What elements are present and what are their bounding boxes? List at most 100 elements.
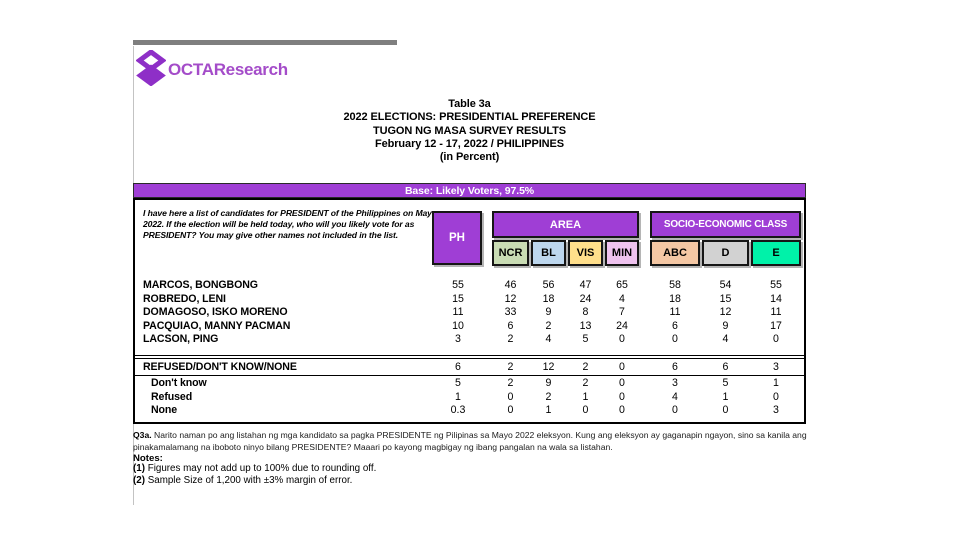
value-cell: 0.3 (450, 404, 466, 417)
value-cell: 12 (719, 306, 732, 319)
footnote-2-text: Sample Size of 1,200 with ±3% margin of … (147, 474, 353, 486)
value-cell: 17 (770, 319, 782, 332)
table-row: PACQUIAO, MANNY PACMAN 10 6 2 13 24 6 9 17 (135, 320, 804, 334)
row-label: None (151, 404, 178, 417)
value-cell: 56 (542, 279, 555, 291)
single-rule-separator (135, 375, 804, 376)
value-cell: 1 (545, 404, 552, 417)
row-label: Refused (151, 390, 193, 403)
value-cell: 3 (672, 377, 678, 389)
row-label: PACQUIAO, MANNY PACMAN (143, 319, 291, 332)
column-header-e: E (751, 240, 801, 266)
footnote-q3a-label: Q3a. (133, 430, 152, 440)
value-cell: 4 (722, 333, 729, 346)
double-rule-separator (135, 355, 804, 359)
value-cell: 24 (616, 319, 628, 332)
table-row: LACSON, PING 3 2 4 5 0 0 4 0 (135, 333, 804, 347)
value-cell: 8 (582, 306, 589, 319)
value-cell: 0 (619, 377, 625, 389)
table-row: None 0.3 0 1 0 0 0 0 3 (135, 404, 804, 418)
value-cell: 0 (619, 404, 625, 417)
value-cell: 4 (672, 390, 678, 403)
table-row: ROBREDO, LENI 15 12 18 24 4 18 15 14 (135, 293, 804, 307)
octa-research-logo: OCTAResearch (135, 48, 288, 91)
title-line-2: 2022 ELECTIONS: PRESIDENTIAL PREFERENCE (343, 111, 596, 124)
value-cell: 0 (773, 390, 779, 403)
value-cell: 2 (545, 390, 552, 403)
row-label: MARCOS, BONGBONG (143, 279, 258, 291)
table-row: REFUSED/DON'T KNOW/NONE 6 2 12 2 0 6 6 3 (135, 361, 804, 375)
footnote-1-label: (1) (133, 463, 145, 474)
column-header-vis: VIS (568, 240, 603, 266)
value-cell: 0 (672, 333, 678, 346)
column-header-bl: BL (531, 240, 566, 266)
value-cell: 55 (770, 279, 782, 291)
value-cell: 0 (672, 404, 678, 417)
report-title: Table 3a 2022 ELECTIONS: PRESIDENTIAL PR… (133, 98, 806, 164)
row-label: Don't know (151, 377, 207, 389)
value-cell: 2 (582, 361, 589, 373)
value-cell: 0 (619, 333, 625, 346)
table-row: DOMAGOSO, ISKO MORENO 11 33 9 8 7 11 12 11 (135, 306, 804, 320)
column-header-ncr: NCR (492, 240, 529, 266)
value-cell: 0 (619, 361, 625, 373)
value-cell: 3 (455, 333, 461, 346)
value-cell: 11 (452, 306, 464, 319)
value-cell: 6 (672, 319, 678, 332)
value-cell: 15 (719, 292, 732, 305)
value-cell: 33 (504, 306, 517, 319)
title-line-1: Table 3a (448, 98, 491, 110)
column-header-abc: ABC (650, 240, 700, 266)
value-cell: 6 (722, 361, 729, 373)
row-label: REFUSED/DON'T KNOW/NONE (143, 361, 297, 373)
notes-heading: Notes: (133, 453, 163, 464)
value-cell: 10 (452, 319, 464, 332)
value-cell: 24 (579, 292, 592, 305)
column-header-d: D (702, 240, 749, 266)
value-cell: 9 (545, 306, 552, 319)
value-cell: 6 (455, 361, 461, 373)
logo-text: OCTAResearch (168, 60, 288, 79)
value-cell: 47 (579, 279, 592, 291)
value-cell: 0 (507, 390, 514, 403)
value-cell: 6 (672, 361, 678, 373)
group-header-socio-economic-class: SOCIO-ECONOMIC CLASS (650, 211, 801, 238)
value-cell: 12 (504, 292, 517, 305)
value-cell: 5 (582, 333, 589, 346)
table-row: MARCOS, BONGBONG 55 46 56 47 65 58 54 55 (135, 279, 804, 293)
value-cell: 1 (722, 390, 729, 403)
value-cell: 0 (582, 404, 589, 417)
value-cell: 4 (545, 333, 552, 346)
octa-diamonds-icon (135, 48, 167, 91)
value-cell: 0 (722, 404, 729, 417)
value-cell: 55 (452, 279, 464, 291)
footnote-2-label: (2) (133, 474, 145, 486)
value-cell: 14 (770, 292, 782, 305)
value-cell: 11 (770, 306, 782, 319)
value-cell: 1 (455, 390, 461, 403)
candidate-rows: MARCOS, BONGBONG 55 46 56 47 65 58 54 55 ROBREDO,… (135, 279, 804, 347)
value-cell: 9 (545, 377, 552, 389)
value-cell: 12 (542, 361, 555, 373)
title-line-4: February 12 - 17, 2022 / PHILIPPINES (375, 137, 564, 150)
value-cell: 18 (669, 292, 681, 305)
column-header-ph: PH (432, 211, 482, 265)
value-cell: 5 (455, 377, 461, 389)
detail-rows: Don't know 5 2 9 2 0 3 5 1 Refused 1 0 2 1 0 4 1 0 None 0.3… (135, 377, 804, 418)
value-cell: 11 (669, 306, 681, 319)
value-cell: 13 (579, 319, 592, 332)
value-cell: 46 (504, 279, 517, 291)
value-cell: 0 (619, 390, 625, 403)
footnote-1-text: Figures may not add up to 100% due to ro… (147, 463, 377, 474)
value-cell: 2 (507, 333, 514, 346)
value-cell: 1 (582, 390, 589, 403)
value-cell: 7 (619, 306, 625, 319)
value-cell: 5 (722, 377, 729, 389)
value-cell: 9 (722, 319, 729, 332)
value-cell: 58 (669, 279, 681, 291)
column-header-min: MIN (605, 240, 639, 266)
table-row: Don't know 5 2 9 2 0 3 5 1 (135, 377, 804, 391)
value-cell: 2 (507, 361, 514, 373)
value-cell: 0 (507, 404, 514, 417)
footnote-q3a-text: Narito naman po ang listahan ng mga kand… (133, 430, 807, 452)
